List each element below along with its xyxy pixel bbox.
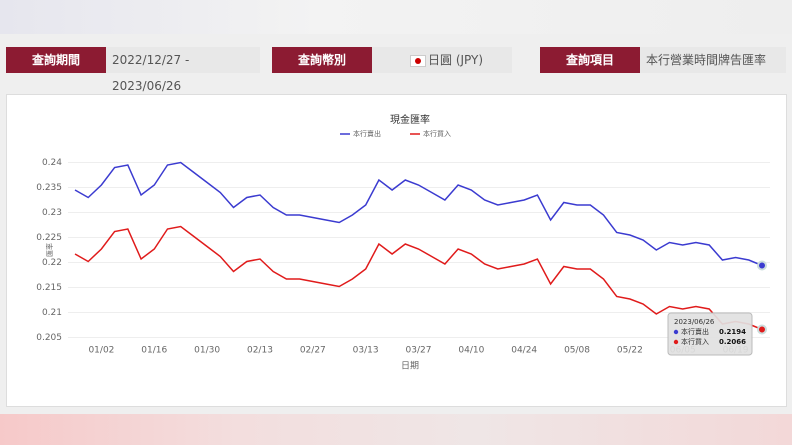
x-axis-label: 日期: [401, 361, 419, 372]
tooltip-name: 本行買入: [681, 337, 709, 346]
legend-label: 本行買入: [423, 129, 451, 138]
tooltip-dot: [673, 329, 679, 335]
filter-value[interactable]: 2022/12/27 - 2023/06/26: [106, 47, 260, 93]
x-tick-label: 01/02: [88, 346, 114, 356]
x-tick-label: 04/24: [511, 346, 537, 356]
end-point: [757, 260, 767, 271]
filter-label: 查詢項目: [540, 47, 640, 73]
x-tick-label: 05/08: [564, 346, 590, 356]
chart-title: 現金匯率: [390, 113, 430, 126]
tooltip-value: 0.2194: [719, 328, 746, 336]
footer-strip: [0, 414, 792, 445]
legend-label: 本行賣出: [353, 129, 381, 138]
end-point: [757, 324, 767, 335]
filter-label: 查詢期間: [6, 47, 106, 73]
y-tick-label: 0.21: [42, 308, 62, 318]
x-tick-label: 02/13: [247, 346, 273, 356]
tooltip-name: 本行賣出: [681, 327, 709, 336]
y-tick-label: 0.225: [36, 233, 62, 243]
y-tick-label: 0.22: [42, 258, 62, 268]
filter-value[interactable]: 日圓 (JPY): [372, 47, 512, 73]
filter-label: 查詢幣別: [272, 47, 372, 73]
tooltip-date: 2023/06/26: [674, 318, 715, 326]
header-strip: [0, 0, 792, 34]
x-tick-label: 03/13: [353, 346, 379, 356]
x-tick-label: 05/22: [617, 346, 643, 356]
y-tick-label: 0.24: [42, 158, 62, 168]
y-tick-label: 0.23: [42, 208, 62, 218]
x-tick-label: 01/30: [194, 346, 220, 356]
series-line: [74, 225, 763, 331]
x-tick-label: 04/10: [458, 346, 484, 356]
y-tick-label: 0.215: [36, 283, 62, 293]
flag: [410, 54, 426, 67]
x-tick-label: 01/16: [141, 346, 167, 356]
filter-value-text: 日圓 (JPY): [428, 53, 484, 67]
y-axis-label: 匯率: [45, 243, 54, 257]
tooltip-dot: [673, 339, 679, 345]
x-tick-label: 03/27: [406, 346, 432, 356]
x-tick-label: 02/27: [300, 346, 326, 356]
tooltip-value: 0.2066: [719, 338, 746, 346]
y-tick-label: 0.205: [36, 333, 62, 343]
tooltip-box: [667, 312, 753, 356]
y-tick-label: 0.235: [36, 183, 62, 193]
series-line: [74, 161, 763, 267]
filter-value[interactable]: 本行營業時間牌告匯率: [640, 47, 786, 73]
